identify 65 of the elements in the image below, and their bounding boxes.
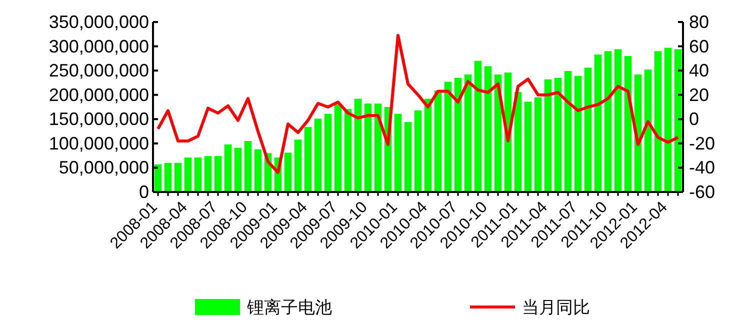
y2-tick-label: 20: [689, 84, 710, 105]
bar: [674, 49, 682, 192]
y-tick-label: 250,000,000: [48, 60, 149, 81]
bar: [524, 102, 532, 192]
y-tick-label: 50,000,000: [58, 158, 149, 178]
bar: [224, 144, 232, 192]
bar: [234, 148, 242, 192]
bar: [324, 114, 332, 192]
y2-tick-label: -20: [689, 133, 716, 154]
legend-label: 当月同比: [522, 298, 590, 317]
bar: [354, 98, 362, 192]
y-tick-label: 0: [138, 182, 149, 202]
y-tick-label: 200,000,000: [48, 84, 149, 105]
bar: [154, 164, 162, 192]
bar: [444, 82, 452, 192]
bar: [434, 90, 442, 192]
bar: [194, 158, 202, 192]
y2-tick-label: 40: [689, 60, 710, 81]
bar: [484, 66, 492, 192]
bar: [184, 158, 192, 192]
bar: [574, 76, 582, 192]
bar: [204, 156, 212, 192]
bar: [654, 51, 662, 192]
bar: [254, 149, 262, 192]
bar: [424, 98, 432, 192]
bar: [284, 152, 292, 192]
bar: [584, 68, 592, 192]
bar: [544, 79, 552, 192]
bar: [604, 51, 612, 192]
bar: [174, 162, 182, 192]
bar: [164, 162, 172, 192]
y-tick-label: 150,000,000: [48, 109, 149, 130]
y2-tick-label: 0: [689, 109, 700, 130]
y2-tick-label: -40: [689, 158, 716, 178]
y2-tick-label: 60: [689, 36, 710, 56]
y2-tick-label: 80: [689, 12, 710, 32]
bar: [564, 71, 572, 192]
bar: [244, 141, 252, 192]
bar: [644, 70, 652, 192]
y-tick-label: 300,000,000: [48, 36, 149, 56]
bar: [594, 54, 602, 192]
bar: [534, 97, 542, 192]
bar: [294, 140, 302, 192]
line-series: [156, 34, 680, 174]
bar: [514, 92, 522, 192]
bar: [214, 156, 222, 192]
bar: [554, 78, 562, 192]
bar: [364, 104, 372, 192]
bar: [304, 126, 312, 192]
bar: [614, 49, 622, 192]
bar: [474, 60, 482, 192]
bar: [394, 114, 402, 192]
bar: [414, 110, 422, 192]
y-tick-label: 350,000,000: [48, 12, 149, 32]
bar: [314, 118, 322, 192]
y-tick-label: 100,000,000: [48, 133, 149, 154]
bar: [334, 104, 342, 192]
bar: [344, 108, 352, 192]
legend-label: 锂离子电池: [246, 298, 332, 317]
y2-tick-label: -60: [689, 182, 716, 202]
bar: [374, 104, 382, 192]
bar: [464, 74, 472, 192]
bar: [404, 122, 412, 192]
bar: [664, 48, 672, 192]
bar: [454, 78, 462, 192]
